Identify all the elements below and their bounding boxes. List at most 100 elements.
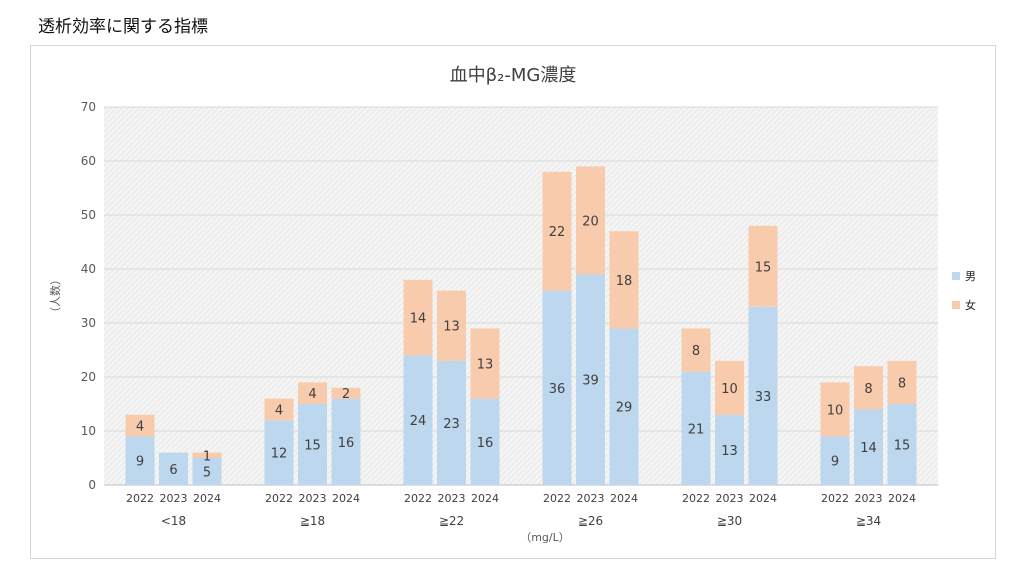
bar-segment: [681, 328, 711, 372]
legend-item-male: 男: [952, 268, 976, 284]
data-label: 1: [203, 449, 211, 464]
page-title: 透析効率に関する指標: [38, 17, 208, 37]
bar-segment: [542, 171, 572, 291]
data-label: 4: [275, 403, 283, 418]
bar-segment: [576, 166, 605, 275]
x-tick-label-year: 2023: [577, 492, 605, 505]
y-tick-label: 20: [81, 370, 96, 384]
bar-segment: [609, 231, 639, 329]
bar-segment: [715, 414, 744, 485]
x-tick-label-year: 2023: [299, 492, 327, 505]
data-label: 16: [477, 436, 494, 451]
bar-segment: [609, 328, 639, 485]
bar-segment: [298, 404, 327, 485]
y-tick-label: 40: [81, 262, 96, 276]
y-tick-label: 30: [81, 316, 96, 330]
x-axis-title: （mg/L）: [520, 531, 570, 544]
x-tick-label-year: 2024: [610, 492, 638, 505]
bar-segment: [470, 328, 500, 399]
bar-segment: [715, 360, 744, 415]
bar-segment: [403, 279, 433, 356]
plot-area-background: [104, 107, 938, 485]
bar-segment: [887, 404, 917, 485]
y-tick-label: 0: [88, 478, 96, 492]
x-tick-label-year: 2022: [126, 492, 154, 505]
x-tick-label-year: 2022: [543, 492, 571, 505]
gridlines: [104, 106, 938, 486]
legend-label-male: 男: [965, 270, 976, 283]
bar-segment: [331, 398, 361, 485]
axis-labels: 01020304050607094202262023512024<1812420…: [81, 100, 916, 528]
bar-segment: [854, 409, 883, 485]
bar-segment: [192, 458, 222, 485]
x-tick-label-year: 2024: [749, 492, 777, 505]
chart-frame: 血中β₂-MG濃度 0 10 20 30 40 50 60 70 9 4 2022 6 2023 5 1 20…: [30, 45, 996, 559]
bar-segment: [125, 436, 155, 485]
chart-title: 血中β₂-MG濃度: [450, 65, 577, 86]
data-label: 14: [860, 441, 877, 456]
data-label: 22: [549, 225, 566, 240]
data-label: 33: [755, 390, 772, 405]
x-tick-label-year: 2024: [888, 492, 916, 505]
bar-segment: [681, 371, 711, 485]
x-group-label: <18: [161, 514, 186, 528]
x-tick-label-year: 2024: [471, 492, 499, 505]
bar-segment: [437, 290, 466, 361]
bar-segment: [403, 355, 433, 485]
bar-segment: [125, 414, 155, 437]
bars: [125, 166, 917, 485]
x-tick-label-year: 2024: [332, 492, 360, 505]
y-tick-label: 70: [81, 100, 96, 114]
chart-svg: 血中β₂-MG濃度 010203040506070942022620235120…: [49, 65, 938, 544]
bar-segment: [331, 387, 361, 399]
data-label: 13: [721, 444, 738, 459]
bar-segment: [748, 306, 778, 485]
y-tick-label: 60: [81, 154, 96, 168]
data-label: 18: [616, 274, 633, 289]
bar-segment: [542, 290, 572, 485]
bar-segment: [264, 420, 294, 485]
y-tick-label: 50: [81, 208, 96, 222]
bar-segment: [887, 360, 917, 404]
x-tick-label-year: 2022: [682, 492, 710, 505]
x-group-label: ≧26: [578, 514, 603, 528]
bar-segment: [854, 366, 883, 410]
x-tick-label-year: 2023: [438, 492, 466, 505]
x-tick-label-year: 2023: [160, 492, 188, 505]
x-group-label: ≧30: [717, 514, 742, 528]
data-label: 15: [755, 260, 772, 275]
bar-segment: [820, 436, 850, 485]
data-label: 36: [549, 382, 566, 397]
data-label: 20: [582, 214, 599, 229]
data-label: 15: [894, 439, 911, 454]
x-tick-label-year: 2023: [855, 492, 883, 505]
data-label: 9: [136, 455, 144, 470]
data-label: 8: [898, 376, 906, 391]
x-tick-label-year: 2023: [716, 492, 744, 505]
legend-item-female: 女: [952, 297, 976, 313]
data-label: 6: [169, 463, 177, 478]
y-axis-title: （人数）: [49, 274, 62, 318]
data-label: 12: [271, 447, 288, 462]
data-label: 9: [831, 455, 839, 470]
x-group-label: ≧22: [439, 514, 464, 528]
data-label: 8: [864, 382, 872, 397]
bar-segment: [192, 452, 222, 458]
data-label: 4: [308, 387, 316, 402]
data-label: 4: [136, 420, 144, 435]
data-label: 15: [304, 439, 321, 454]
data-label: 10: [721, 382, 738, 397]
bar-segment: [437, 360, 466, 485]
bar-segment: [159, 452, 188, 485]
x-group-label: ≧18: [300, 514, 325, 528]
x-tick-label-year: 2022: [265, 492, 293, 505]
legend-label-female: 女: [965, 299, 976, 312]
x-tick-label-year: 2024: [193, 492, 221, 505]
x-tick-label-year: 2022: [404, 492, 432, 505]
data-label: 2: [342, 387, 350, 402]
data-label: 5: [203, 466, 211, 481]
data-label: 23: [443, 417, 460, 432]
data-label: 13: [477, 358, 494, 373]
bar-segment: [820, 382, 850, 437]
data-label: 39: [582, 374, 599, 389]
